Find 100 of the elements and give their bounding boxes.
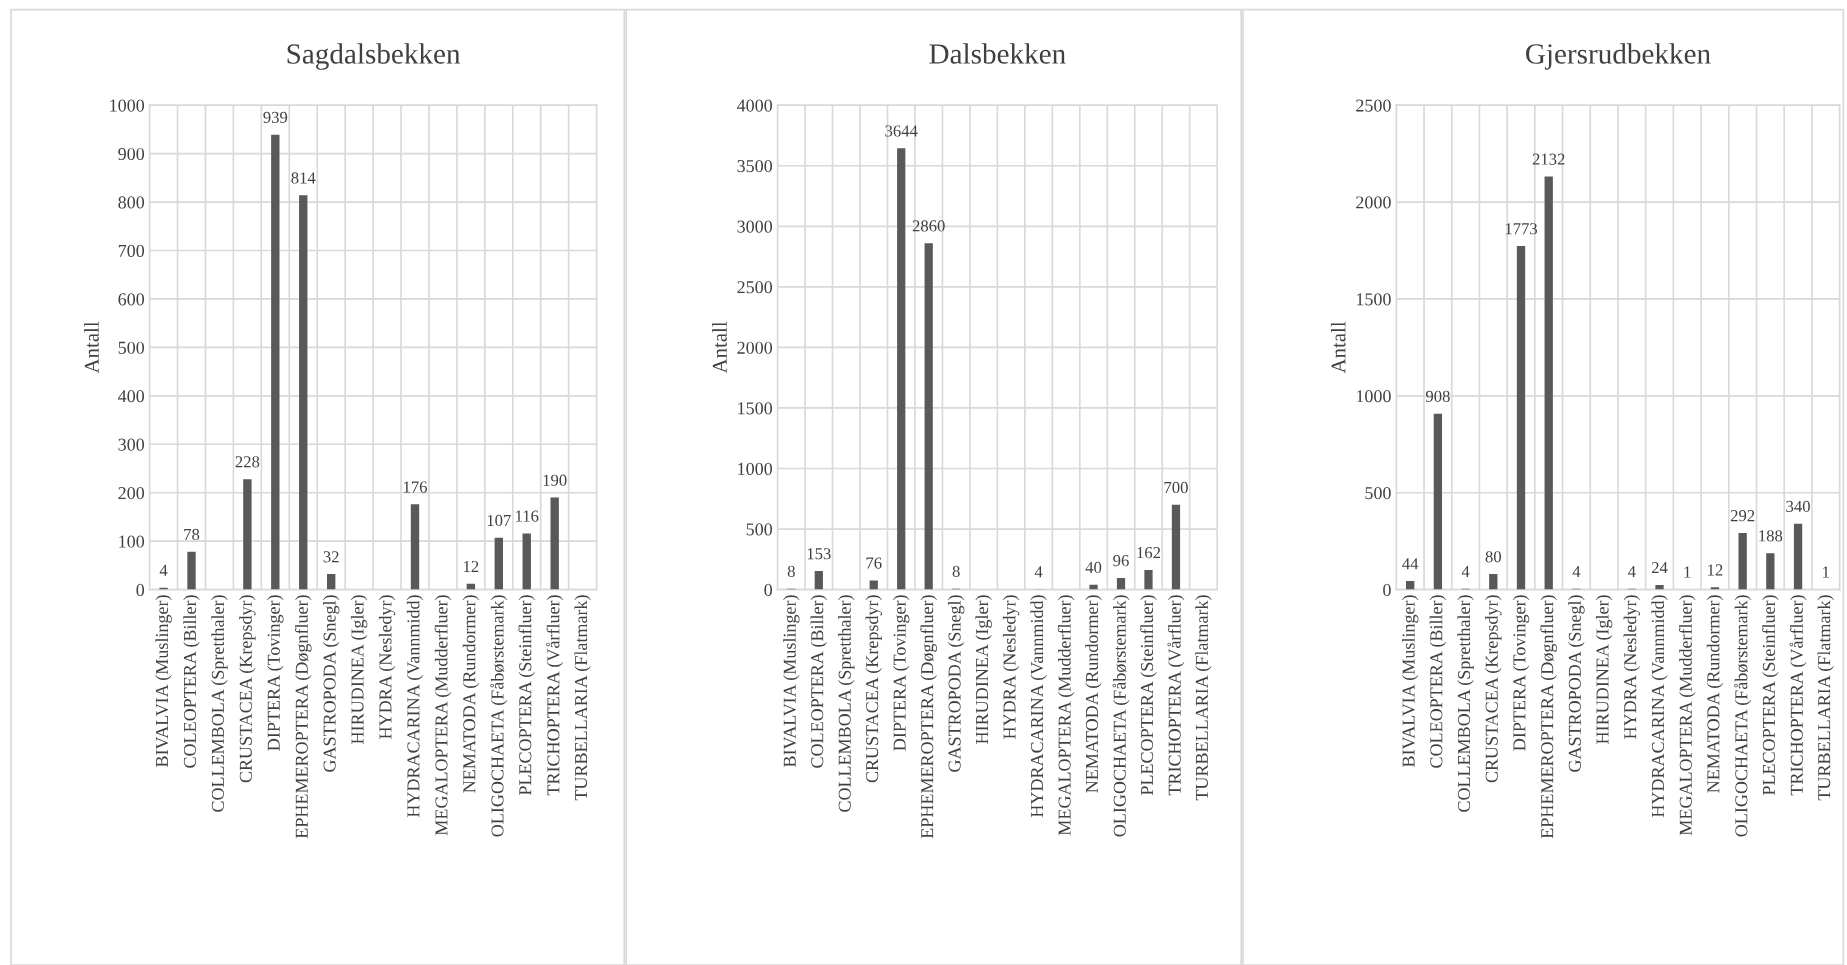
x-tick-label: COLEOPTERA (Biller) — [810, 595, 827, 768]
data-label: 939 — [263, 111, 288, 124]
x-tick-label: HIRUDINEA (Igler) — [350, 595, 368, 744]
bar — [1793, 523, 1803, 590]
x-tick-label: GASTROPODA (Snegl) — [1568, 595, 1585, 772]
y-tick-label: 600 — [118, 293, 145, 306]
data-label: 153 — [807, 548, 831, 560]
y-tick-label: 2500 — [737, 281, 773, 294]
data-label: 3644 — [885, 125, 918, 137]
x-tick-label: TRICHOPTERA (Vårfluer) — [1789, 595, 1807, 796]
x-tick-label: BIVALVIA (Muslinger) — [1401, 595, 1419, 768]
y-tick-label: 0 — [764, 583, 773, 597]
x-tick-label: NEMATODA (Rundormer) — [1706, 595, 1724, 793]
x-tick-label: COLEOPTERA (Biller) — [183, 595, 200, 768]
y-tick-label: 1500 — [738, 402, 773, 415]
data-label: 8 — [787, 565, 795, 577]
data-label: 107 — [487, 514, 511, 527]
y-axis-title: Antall — [1330, 321, 1346, 374]
y-tick-label: 2000 — [737, 341, 773, 354]
y-tick-label: 0 — [136, 583, 145, 597]
data-label: 4 — [159, 564, 168, 576]
x-tick-label: GASTROPODA (Snegl) — [947, 595, 965, 772]
data-label: 78 — [184, 528, 200, 541]
x-tick-label: PLECOPTERA (Steinfluer) — [1762, 595, 1779, 796]
y-tick-label: 0 — [1383, 583, 1391, 597]
x-tick-label: COLLEMBOLA (Spretthaler) — [838, 595, 855, 812]
x-tick-label: OLIGOCHAETA (Fåbørstemark) — [1112, 595, 1130, 837]
data-label: 4 — [1572, 565, 1581, 577]
data-label: 8 — [952, 565, 960, 577]
data-label: 2132 — [1532, 153, 1565, 165]
x-tick-label: PLECOPTERA (Steinfluer) — [1140, 595, 1157, 796]
x-tick-label: EPHEMEROPTERA (Døgnfluer) — [294, 595, 312, 839]
data-label: 176 — [403, 481, 427, 493]
x-tick-label: EPHEMEROPTERA (Døgnfluer) — [920, 595, 937, 839]
x-tick-label: HYDRA (Nesledyr) — [1002, 595, 1020, 739]
x-tick-label: EPHEMEROPTERA (Døgnfluer) — [1540, 595, 1558, 839]
x-tick-label: TURBELLARIA (Flatmark) — [574, 595, 591, 801]
bar — [869, 580, 878, 590]
y-tick-label: 300 — [118, 438, 145, 451]
bar — [1544, 176, 1553, 590]
data-label: 4 — [1034, 566, 1043, 578]
bar — [299, 195, 308, 590]
data-label: 1773 — [1505, 223, 1538, 235]
y-tick-label: 500 — [1365, 486, 1391, 500]
x-tick-label: CRUSTACEA (Krepsdyr) — [239, 595, 256, 783]
x-tick-label: HYDRACARINA (Vannmidd) — [1651, 595, 1668, 818]
data-label: 162 — [1137, 547, 1161, 559]
x-tick-label: PLECOPTERA (Steinfluer) — [518, 595, 536, 796]
bar — [522, 533, 531, 590]
data-label: 292 — [1730, 510, 1755, 522]
bar — [1738, 533, 1747, 590]
data-label: 188 — [1759, 530, 1783, 542]
bar — [1089, 584, 1098, 590]
data-label: 228 — [235, 456, 260, 468]
x-tick-label: HYDRACARINA (Vannmidd) — [406, 595, 424, 818]
y-tick-label: 2000 — [1356, 196, 1391, 209]
data-label: 4 — [1461, 565, 1470, 577]
y-axis-title: Antall — [84, 321, 99, 374]
data-label: 190 — [543, 474, 567, 486]
y-tick-label: 3500 — [737, 160, 773, 173]
bar — [1489, 574, 1498, 590]
x-tick-label: COLEOPTERA (Biller) — [1429, 595, 1447, 768]
bar — [1144, 570, 1153, 590]
y-tick-label: 500 — [746, 523, 773, 536]
data-label: 96 — [1113, 555, 1129, 567]
y-tick-label: 1000 — [110, 99, 145, 112]
x-tick-label: GASTROPODA (Snegl) — [322, 595, 340, 772]
x-tick-label: OLIGOCHAETA (Fåbørstemark) — [490, 595, 508, 837]
x-tick-label: MEGALOPTERA (Mudderfluer) — [434, 595, 452, 836]
x-tick-label: OLIGOCHAETA (Fåbørstemark) — [1734, 595, 1752, 837]
data-label: 908 — [1425, 390, 1450, 402]
data-label: 814 — [291, 172, 316, 184]
data-label: 1 — [1823, 566, 1829, 578]
x-tick-label: CRUSTACEA (Krepsdyr) — [865, 595, 882, 783]
bar — [1171, 504, 1181, 590]
bar — [1516, 246, 1526, 590]
data-label: 12 — [1708, 564, 1723, 576]
data-label: 80 — [1485, 551, 1501, 563]
y-tick-label: 4000 — [736, 99, 773, 112]
bar — [1655, 584, 1664, 590]
x-tick-label: HYDRA (Nesledyr) — [1623, 595, 1641, 739]
y-tick-label: 2500 — [1356, 99, 1391, 112]
data-label: 700 — [1164, 481, 1188, 494]
y-tick-label: 400 — [118, 390, 145, 403]
data-label: 340 — [1786, 500, 1810, 513]
x-tick-label: BIVALVIA (Muslinger) — [155, 595, 172, 768]
y-tick-label: 1000 — [1356, 390, 1391, 403]
x-tick-label: TURBELLARIA (Flatmark) — [1817, 595, 1834, 801]
data-label: 116 — [516, 510, 539, 522]
x-tick-label: HIRUDINEA (Igler) — [1595, 595, 1613, 744]
x-tick-label: HIRUDINEA (Igler) — [975, 595, 992, 744]
chart-title: Gjersrudbekken — [1526, 43, 1711, 70]
bar — [1433, 413, 1443, 590]
bar — [1116, 577, 1126, 590]
x-tick-label: NEMATODA (Rundormer) — [462, 595, 480, 793]
bar — [550, 497, 559, 590]
y-tick-label: 700 — [118, 244, 145, 257]
x-tick-label: COLLEMBOLA (Spretthaler) — [1457, 595, 1474, 812]
data-label: 44 — [1402, 558, 1419, 570]
data-label: 12 — [464, 560, 479, 572]
